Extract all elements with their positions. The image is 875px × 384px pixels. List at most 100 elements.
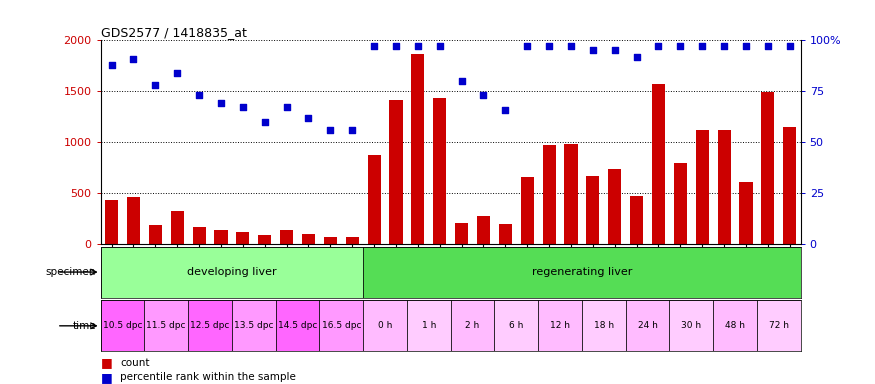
Text: ■: ■	[101, 356, 112, 369]
Bar	[105, 200, 118, 244]
Point	[476, 92, 490, 98]
Bar	[521, 177, 534, 244]
Bar	[713, 300, 757, 351]
Point	[149, 82, 163, 88]
Point	[105, 62, 119, 68]
Bar	[582, 300, 626, 351]
Bar	[608, 169, 621, 244]
Bar	[302, 234, 315, 244]
Point	[127, 56, 141, 62]
Text: 2 h: 2 h	[466, 321, 480, 330]
Point	[433, 43, 447, 50]
Point	[388, 43, 402, 50]
Bar	[101, 247, 363, 298]
Point	[586, 47, 600, 53]
Point	[738, 43, 752, 50]
Point	[301, 114, 316, 121]
Bar	[538, 300, 582, 351]
Text: 72 h: 72 h	[769, 321, 788, 330]
Text: 13.5 dpc: 13.5 dpc	[234, 321, 274, 330]
Point	[214, 100, 228, 106]
Point	[236, 104, 250, 111]
Bar	[761, 92, 774, 244]
Bar	[626, 300, 669, 351]
Bar	[477, 216, 490, 244]
Bar	[783, 127, 796, 244]
Text: 30 h: 30 h	[682, 321, 702, 330]
Bar	[101, 300, 144, 351]
Bar	[232, 300, 276, 351]
Point	[630, 53, 644, 60]
Point	[542, 43, 556, 50]
Text: 1 h: 1 h	[422, 321, 436, 330]
Bar	[630, 196, 643, 244]
Bar	[433, 98, 446, 244]
Text: regenerating liver: regenerating liver	[532, 267, 632, 277]
Bar	[718, 130, 731, 244]
Point	[696, 43, 710, 50]
Point	[607, 47, 621, 53]
Text: specimen: specimen	[46, 267, 96, 277]
Bar	[411, 53, 424, 244]
Point	[455, 78, 469, 84]
Text: 14.5 dpc: 14.5 dpc	[278, 321, 318, 330]
Bar	[192, 227, 206, 244]
Point	[564, 43, 578, 50]
Bar	[188, 300, 232, 351]
Point	[718, 43, 732, 50]
Bar	[171, 211, 184, 244]
Text: ■: ■	[101, 371, 112, 384]
Point	[520, 43, 534, 50]
Point	[170, 70, 185, 76]
Bar	[696, 130, 709, 244]
Point	[783, 43, 797, 50]
Bar	[346, 237, 359, 244]
Bar	[324, 237, 337, 244]
Bar	[363, 300, 407, 351]
Bar	[144, 300, 188, 351]
Text: 24 h: 24 h	[638, 321, 657, 330]
Point	[651, 43, 666, 50]
Bar	[389, 100, 402, 244]
Bar	[674, 163, 687, 244]
Point	[258, 119, 272, 125]
Text: 6 h: 6 h	[509, 321, 523, 330]
Text: time: time	[73, 321, 96, 331]
Point	[674, 43, 688, 50]
Bar	[739, 182, 752, 244]
Bar	[149, 225, 162, 244]
Bar	[363, 247, 801, 298]
Bar	[455, 223, 468, 244]
Point	[368, 43, 382, 50]
Point	[192, 92, 206, 98]
Bar	[499, 224, 512, 244]
Point	[324, 127, 338, 133]
Point	[345, 127, 360, 133]
Bar	[258, 235, 271, 244]
Text: GDS2577 / 1418835_at: GDS2577 / 1418835_at	[101, 26, 247, 39]
Bar	[368, 155, 381, 244]
Text: 12.5 dpc: 12.5 dpc	[191, 321, 229, 330]
Bar	[280, 230, 293, 244]
Point	[499, 106, 513, 113]
Text: 48 h: 48 h	[725, 321, 745, 330]
Bar	[564, 144, 578, 244]
Text: percentile rank within the sample: percentile rank within the sample	[120, 372, 296, 382]
Text: count: count	[120, 358, 150, 368]
Point	[411, 43, 425, 50]
Text: 11.5 dpc: 11.5 dpc	[146, 321, 186, 330]
Text: 10.5 dpc: 10.5 dpc	[102, 321, 143, 330]
Bar	[757, 300, 801, 351]
Bar	[214, 230, 228, 244]
Bar	[319, 300, 363, 351]
Point	[761, 43, 775, 50]
Bar	[494, 300, 538, 351]
Bar	[669, 300, 713, 351]
Bar	[127, 197, 140, 244]
Point	[280, 104, 294, 111]
Bar	[652, 84, 665, 244]
Bar	[451, 300, 494, 351]
Bar	[407, 300, 451, 351]
Bar	[542, 145, 556, 244]
Text: 0 h: 0 h	[378, 321, 392, 330]
